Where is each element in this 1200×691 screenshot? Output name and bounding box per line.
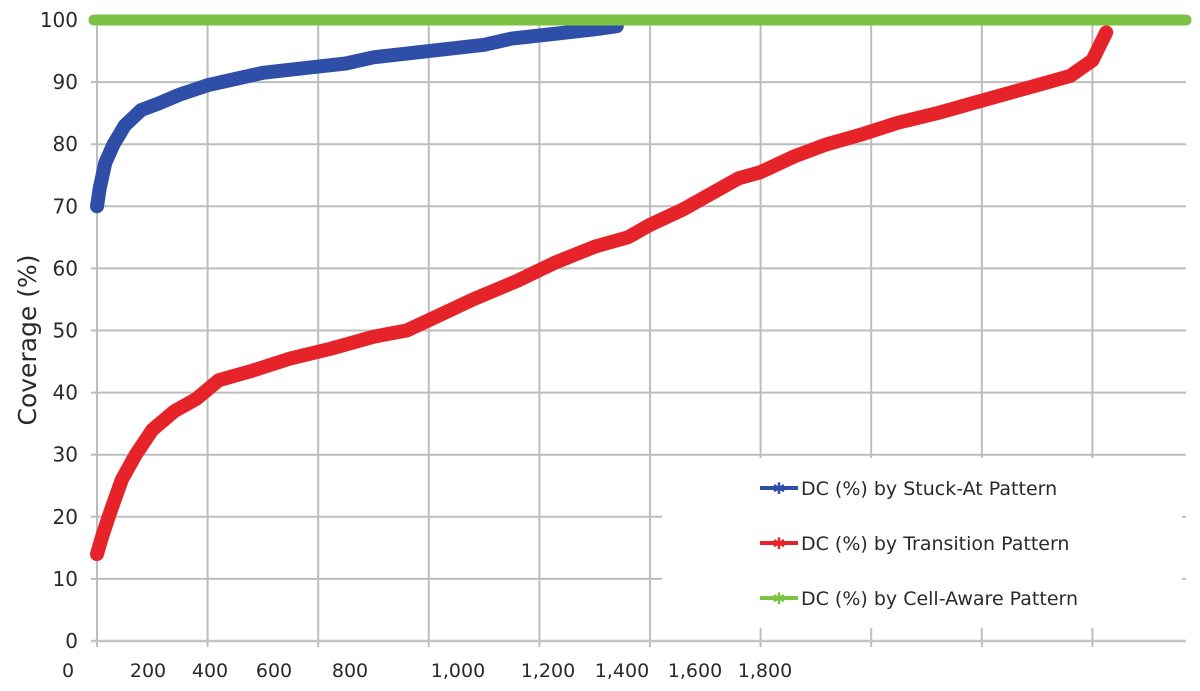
- data-series: [88, 14, 1192, 562]
- legend-background: [662, 458, 1182, 628]
- y-tick-label: 0: [65, 629, 78, 653]
- legend-label-cell-aware: DC (%) by Cell-Aware Pattern: [801, 588, 1078, 610]
- gridlines: [91, 19, 1186, 647]
- y-tick-label: 50: [53, 319, 78, 343]
- legend-star-transition-icon: ✱: [772, 534, 785, 553]
- legend-item-stuck-at: ✱ DC (%) by Stuck-At Pattern: [760, 478, 1057, 500]
- x-tick-label: 1,000: [431, 660, 485, 682]
- y-tick-label: 20: [53, 505, 78, 529]
- y-tick-label: 70: [53, 194, 78, 218]
- legend-label-transition: DC (%) by Transition Pattern: [801, 533, 1069, 555]
- y-tick-label: 40: [53, 381, 78, 405]
- series-transition: [90, 25, 1114, 562]
- axes: 0 10 20 30 40 50 60 70 80 90 100 0 200 400 600 800 1,000…: [40, 8, 1186, 682]
- y-tick-label: 10: [53, 567, 78, 591]
- legend-star-stuck-at-icon: ✱: [772, 479, 785, 498]
- x-tick-label: 800: [332, 660, 368, 682]
- y-tick-label: 100: [40, 8, 78, 32]
- y-tick-label: 30: [53, 443, 78, 467]
- x-tick-label: 600: [256, 660, 292, 682]
- x-tick-label: 1,200: [521, 660, 575, 682]
- legend-item-cell-aware: ✱ DC (%) by Cell-Aware Pattern: [760, 588, 1078, 610]
- x-tick-label: 400: [192, 660, 228, 682]
- y-axis-label: Coverage (%): [13, 255, 42, 426]
- legend-star-cell-aware-icon: ✱: [772, 589, 785, 608]
- x-tick-label: 0: [62, 660, 74, 682]
- legend-item-transition: ✱ DC (%) by Transition Pattern: [760, 533, 1069, 555]
- legend: ✱ DC (%) by Stuck-At Pattern ✱ DC (%) by…: [662, 458, 1182, 628]
- x-tick-label: 1,800: [738, 660, 792, 682]
- y-tick-label: 90: [53, 70, 78, 94]
- y-tick-label: 60: [53, 256, 78, 280]
- x-tick-label: 200: [130, 660, 166, 682]
- x-tick-label: 1,600: [668, 660, 722, 682]
- y-tick-label: 80: [53, 132, 78, 156]
- x-tick-label: 1,400: [595, 660, 649, 682]
- legend-label-stuck-at: DC (%) by Stuck-At Pattern: [801, 478, 1057, 500]
- series-stuck-at: [90, 19, 624, 214]
